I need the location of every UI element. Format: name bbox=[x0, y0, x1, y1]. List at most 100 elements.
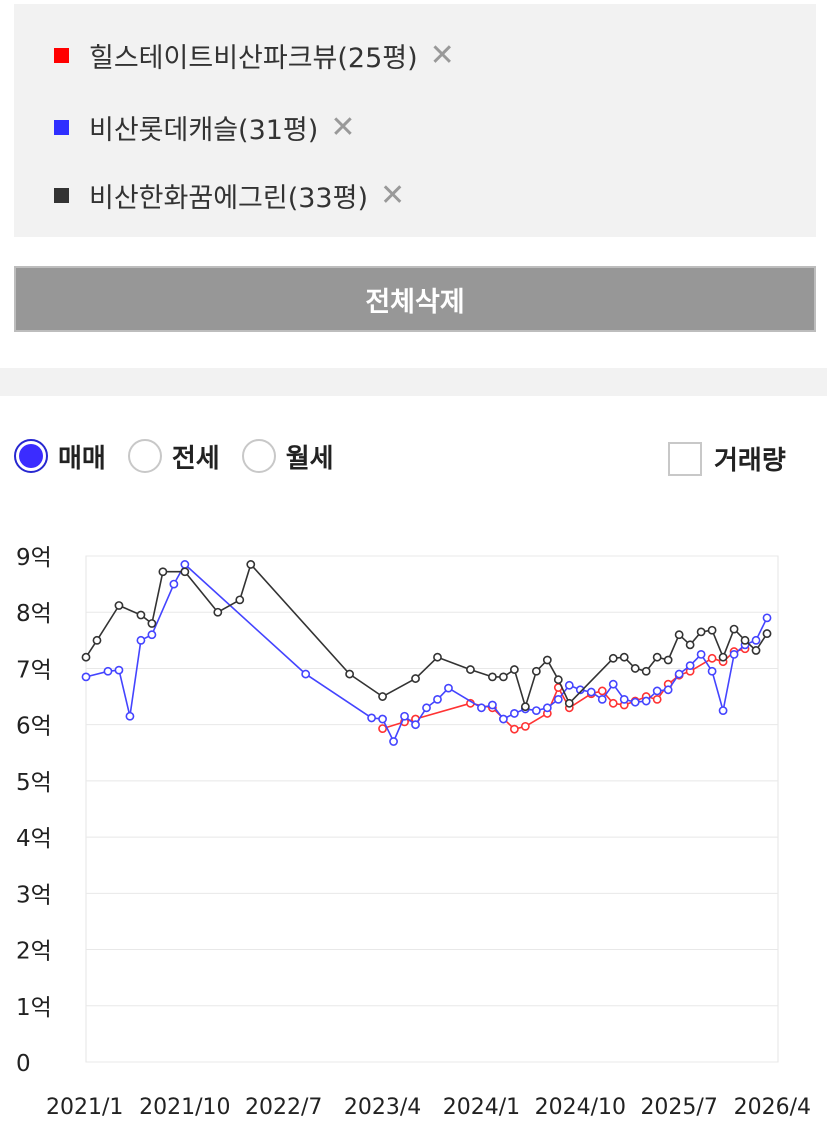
compare-item-label: 비산롯데캐슬(31평) bbox=[89, 115, 319, 146]
red-square-icon bbox=[54, 48, 69, 63]
data-point bbox=[520, 721, 530, 731]
data-point bbox=[729, 649, 739, 659]
data-point bbox=[411, 674, 420, 683]
y-tick-label: 3억 bbox=[16, 882, 52, 908]
clear-all-button[interactable]: 전체삭제 bbox=[14, 266, 816, 332]
radio-unchecked-icon bbox=[241, 439, 276, 473]
data-point bbox=[663, 655, 673, 665]
x-tick-label: 2023/4 bbox=[344, 1095, 421, 1120]
radio-jeonse[interactable]: 전세 bbox=[127, 438, 220, 475]
data-point bbox=[509, 665, 519, 674]
radio-sale[interactable]: 매매 bbox=[14, 438, 106, 475]
compare-item-hanwha[interactable]: 비산한화꿈에그린(33평) ✕ bbox=[54, 176, 405, 215]
data-point bbox=[608, 653, 618, 663]
y-tick-label: 6억 bbox=[16, 714, 52, 740]
data-point bbox=[213, 607, 223, 617]
price-line-chart: 0 1억 2억 3억 4억 5억 6억 7억 8억 9억 2021/1 2021/10 2022/7 20… bbox=[16, 545, 811, 1120]
black-square-icon bbox=[54, 188, 69, 203]
x-tick-label: 2025/7 bbox=[640, 1095, 717, 1120]
data-point bbox=[103, 666, 113, 676]
data-point bbox=[619, 652, 629, 662]
volume-checkbox[interactable]: 거래량 bbox=[668, 440, 786, 477]
data-point bbox=[509, 724, 519, 734]
data-point bbox=[663, 685, 673, 695]
data-point bbox=[92, 635, 102, 645]
data-point bbox=[400, 711, 409, 721]
data-point bbox=[586, 687, 596, 697]
data-point bbox=[498, 672, 508, 682]
data-point bbox=[180, 567, 190, 577]
data-point bbox=[597, 694, 607, 704]
data-point bbox=[498, 714, 508, 724]
data-point bbox=[652, 686, 662, 696]
y-tick-label: 2억 bbox=[16, 939, 52, 965]
data-point bbox=[652, 694, 662, 704]
x-tick-label: 2021/1 bbox=[46, 1095, 123, 1120]
data-point bbox=[707, 625, 717, 635]
data-point bbox=[619, 694, 629, 704]
data-point bbox=[685, 640, 695, 650]
compare-item-lotte-castle[interactable]: 비산롯데캐슬(31평) ✕ bbox=[54, 108, 355, 147]
data-point bbox=[751, 646, 761, 655]
data-point bbox=[575, 685, 585, 695]
data-point bbox=[301, 669, 311, 679]
data-point bbox=[630, 697, 640, 707]
radio-checked-icon bbox=[14, 439, 48, 473]
data-point bbox=[553, 694, 563, 704]
radio-monthly-rent[interactable]: 월세 bbox=[241, 438, 334, 475]
y-tick-label: 9억 bbox=[16, 545, 52, 571]
data-point bbox=[542, 655, 552, 665]
data-point bbox=[235, 595, 245, 605]
x-tick-label: 2026/4 bbox=[734, 1095, 811, 1120]
y-tick-label: 0 bbox=[16, 1051, 31, 1077]
radio-label: 전세 bbox=[171, 443, 220, 474]
compare-item-hillstate[interactable]: 힐스테이트비산파크뷰(25평) ✕ bbox=[54, 36, 455, 75]
data-point bbox=[751, 635, 761, 645]
data-point bbox=[718, 652, 728, 662]
data-point bbox=[685, 661, 695, 671]
data-point bbox=[169, 579, 179, 589]
data-point bbox=[553, 675, 563, 685]
close-icon[interactable]: ✕ bbox=[429, 37, 455, 73]
compare-list: 힐스테이트비산파크뷰(25평) ✕ 비산롯데캐슬(31평) ✕ 비산한화꿈에그린… bbox=[14, 4, 816, 237]
y-tick-label: 1억 bbox=[16, 995, 52, 1021]
data-point bbox=[114, 601, 124, 610]
data-point bbox=[564, 680, 574, 690]
data-point bbox=[762, 629, 772, 638]
data-point bbox=[641, 696, 651, 706]
volume-checkbox-label: 거래량 bbox=[714, 446, 786, 476]
radio-label: 월세 bbox=[285, 443, 334, 474]
plot-frame bbox=[85, 555, 779, 1063]
data-point bbox=[378, 692, 387, 701]
close-icon[interactable]: ✕ bbox=[379, 177, 406, 213]
radio-unchecked-icon bbox=[127, 439, 162, 473]
data-point bbox=[125, 711, 135, 721]
y-tick-label: 8억 bbox=[16, 601, 52, 627]
data-point bbox=[762, 613, 772, 623]
y-tick-label: 7억 bbox=[16, 657, 52, 683]
data-point bbox=[246, 560, 256, 569]
data-point bbox=[597, 686, 607, 696]
data-point bbox=[81, 672, 91, 682]
data-point bbox=[542, 703, 552, 713]
data-point bbox=[718, 706, 728, 716]
data-point bbox=[477, 703, 486, 713]
data-point bbox=[707, 666, 717, 676]
y-tick-label: 5억 bbox=[16, 770, 52, 796]
compare-item-label: 힐스테이트비산파크뷰(25평) bbox=[89, 43, 418, 74]
data-point bbox=[707, 653, 717, 663]
data-point bbox=[147, 619, 157, 628]
data-point bbox=[520, 702, 530, 712]
data-point bbox=[696, 649, 706, 659]
data-point bbox=[136, 635, 146, 645]
data-point bbox=[488, 672, 497, 682]
data-point bbox=[630, 664, 640, 673]
data-point bbox=[740, 635, 750, 645]
data-point bbox=[696, 627, 706, 637]
close-icon[interactable]: ✕ bbox=[330, 109, 356, 145]
data-point bbox=[652, 652, 662, 662]
data-point bbox=[531, 706, 541, 716]
x-tick-label: 2021/10 bbox=[139, 1095, 230, 1120]
data-point bbox=[114, 665, 124, 675]
data-point bbox=[378, 724, 387, 734]
